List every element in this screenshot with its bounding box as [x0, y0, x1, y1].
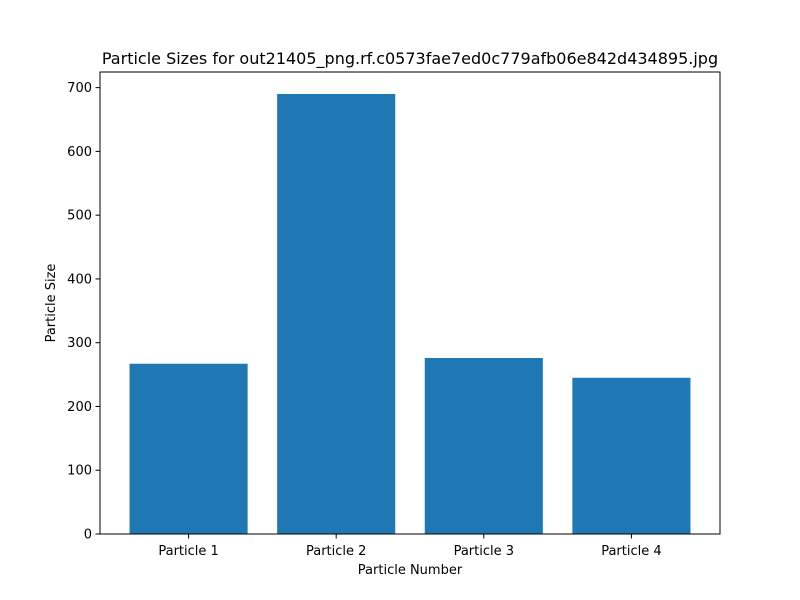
x-tick-label: Particle 1 — [158, 544, 218, 559]
y-tick-label: 500 — [67, 209, 92, 224]
y-tick-label: 0 — [84, 528, 92, 543]
y-tick-label: 100 — [67, 464, 92, 479]
x-axis-ticks: Particle 1 Particle 2 Particle 3 Particle 4 — [158, 534, 662, 559]
y-axis-label: Particle Size — [44, 264, 59, 343]
x-axis-label: Particle Number — [358, 563, 463, 578]
bar-4 — [572, 377, 691, 534]
bars-group — [129, 94, 691, 534]
x-tick-label: Particle 4 — [601, 544, 661, 559]
bar-3 — [424, 358, 543, 534]
y-tick-label: 200 — [67, 400, 92, 415]
bar-2 — [277, 94, 396, 534]
y-tick-label: 300 — [67, 336, 92, 351]
y-tick-label: 700 — [67, 81, 92, 96]
x-tick-label: Particle 3 — [454, 544, 514, 559]
y-tick-label: 600 — [67, 145, 92, 160]
bar-1 — [129, 363, 248, 534]
plot-frame — [99, 71, 721, 535]
x-tick-label: Particle 2 — [306, 544, 366, 559]
chart-title: Particle Sizes for out21405_png.rf.c0573… — [102, 49, 718, 69]
y-tick-label: 400 — [67, 272, 92, 287]
y-axis-ticks: 0 100 200 300 400 500 600 700 — [67, 81, 100, 543]
